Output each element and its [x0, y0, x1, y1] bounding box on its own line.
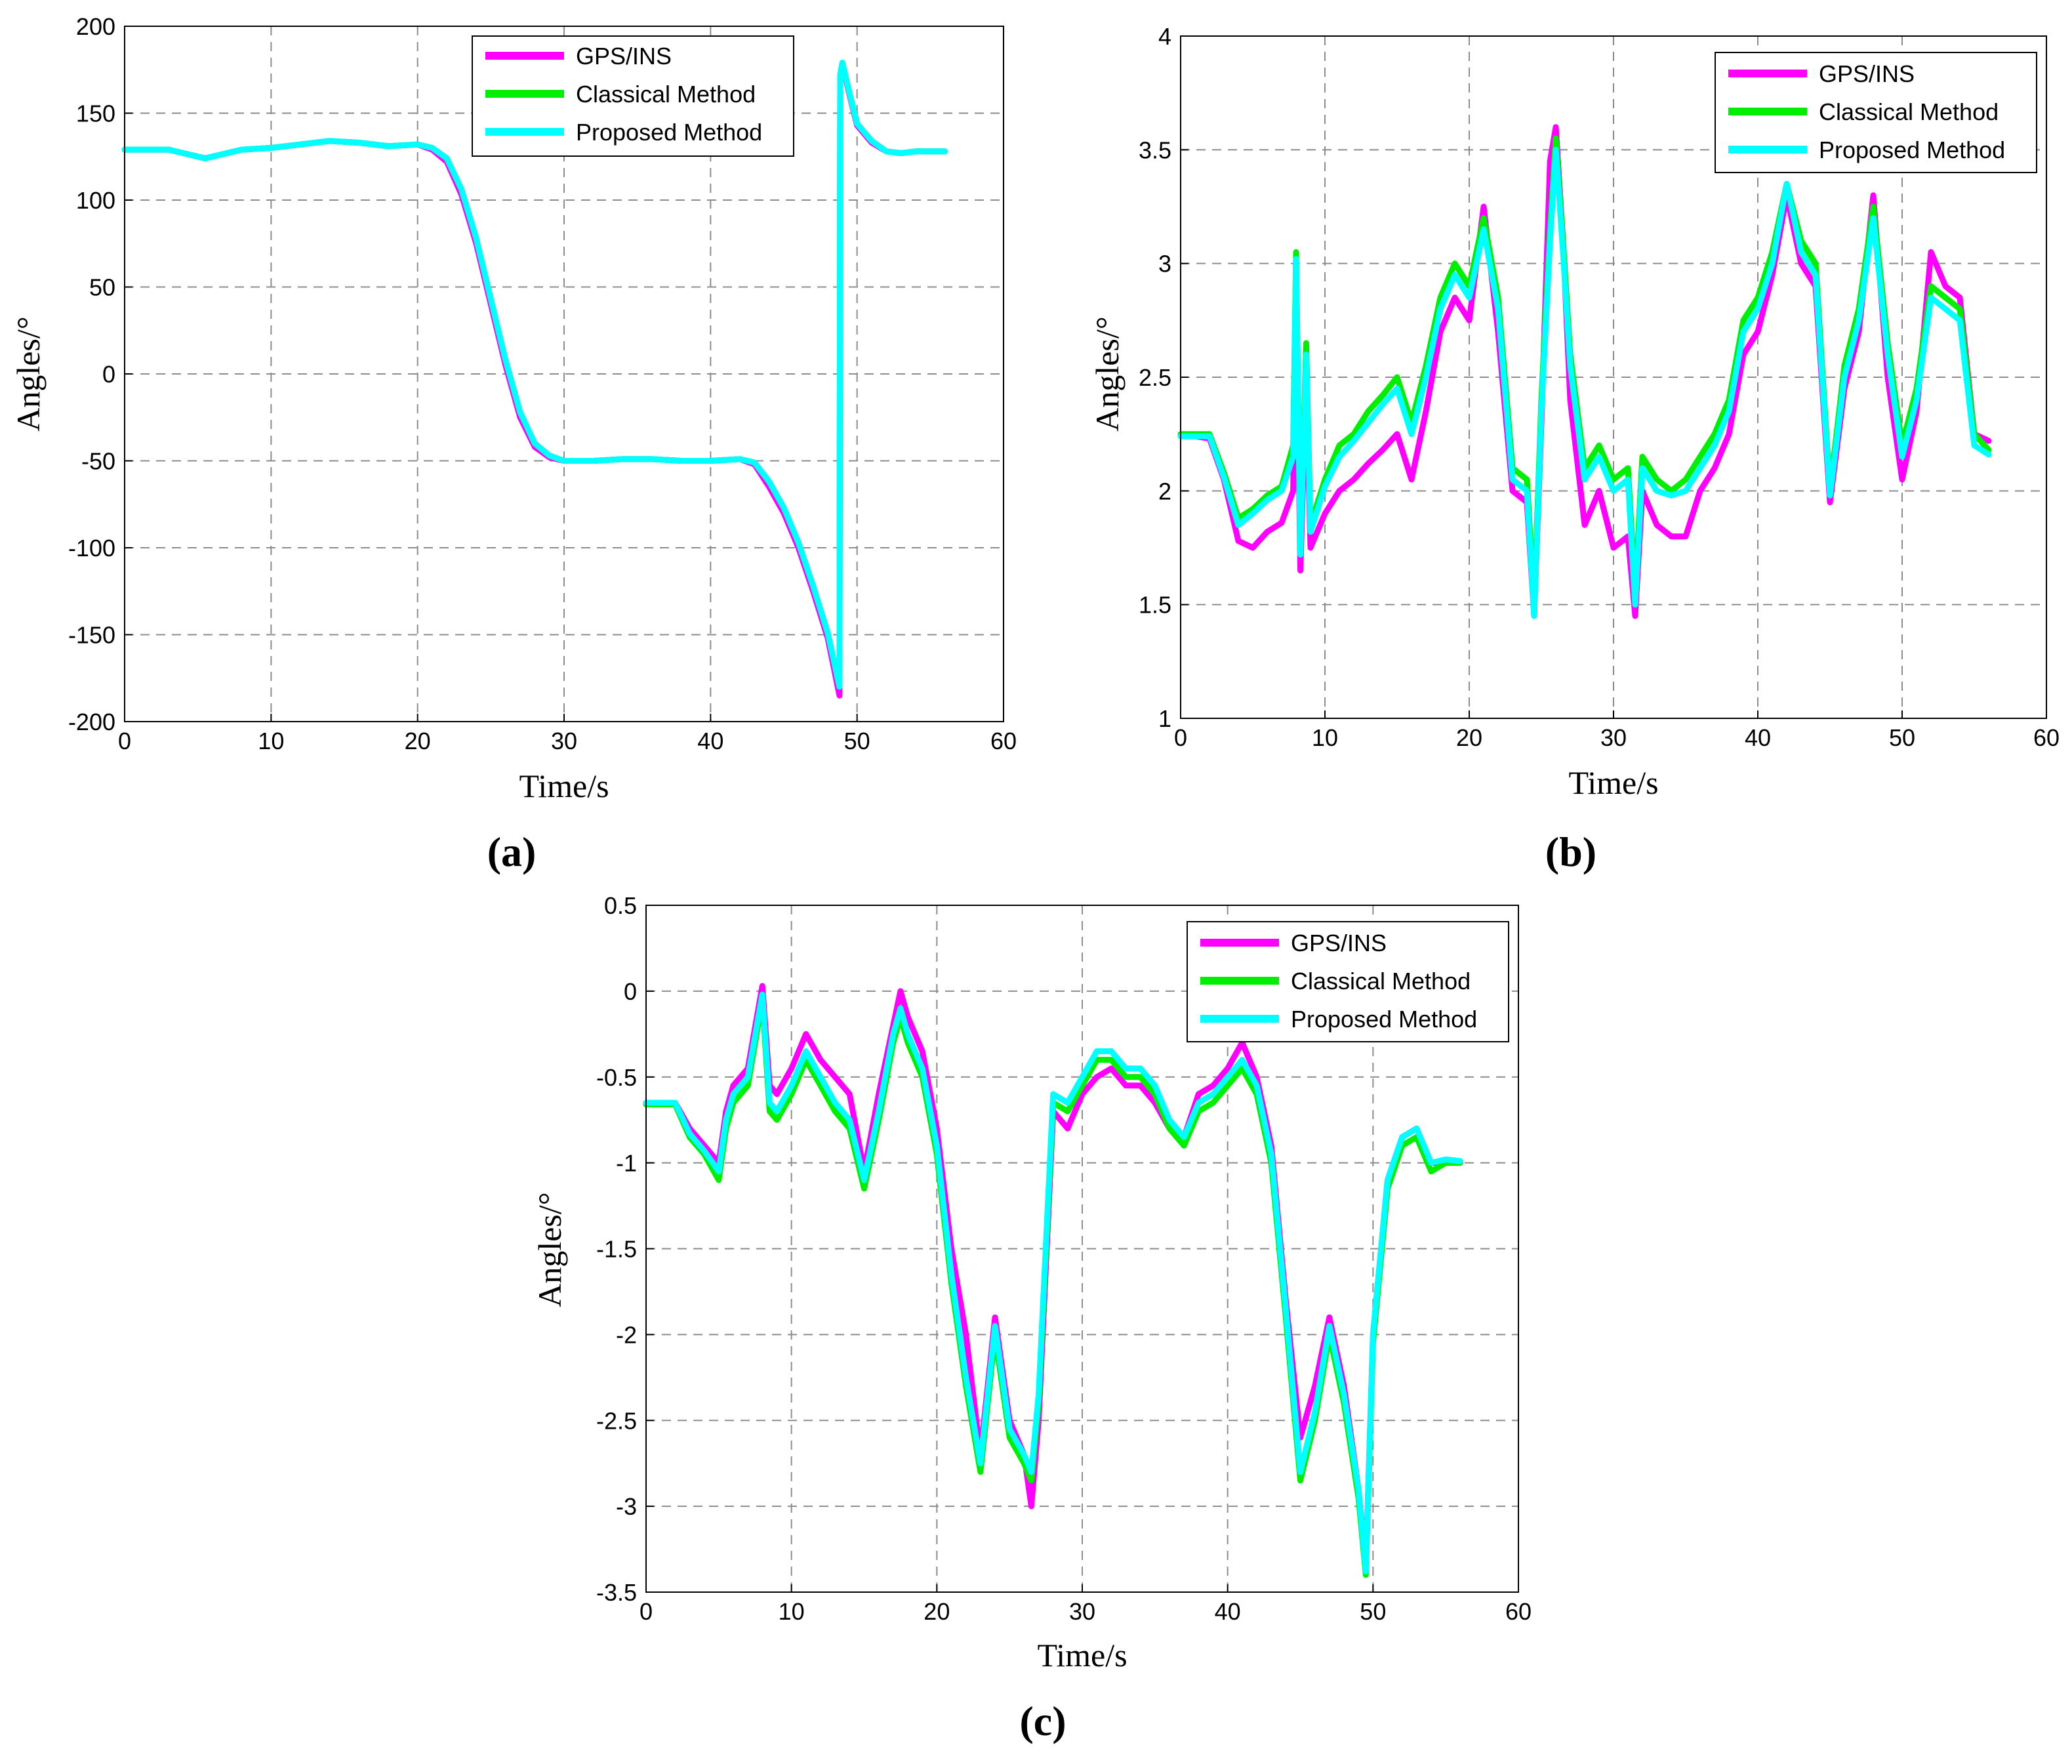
y-tick-label: 200 — [76, 13, 115, 40]
series-group-c — [643, 983, 1463, 1578]
legend-label-gps-c: GPS/INS — [1291, 930, 1387, 956]
y-tick-label: 4 — [1158, 23, 1171, 50]
x-tick-label: 20 — [405, 728, 431, 754]
legend-a: GPS/INS Classical Method Proposed Method — [472, 35, 794, 157]
series-line-proposed-c — [643, 991, 1463, 1575]
y-axis-label-b: Angles/° — [1089, 316, 1126, 432]
y-tick-label: 3 — [1158, 251, 1171, 277]
x-ticks-a: 0 10 20 30 40 50 60 — [118, 714, 1017, 754]
legend-label-proposed-a: Proposed Method — [576, 119, 762, 146]
x-ticks-b: 0 10 20 30 40 50 60 — [1174, 710, 2060, 751]
y-tick-label: -50 — [81, 448, 115, 475]
x-tick-label: 0 — [118, 728, 131, 754]
y-tick-label: -0.5 — [596, 1064, 637, 1091]
chart-panel-a: 0 10 20 30 40 50 60 200 150 100 50 0 -50 -100 -150 -20… — [10, 13, 1017, 875]
x-tick-label: 20 — [924, 1598, 950, 1625]
series-group-a — [121, 60, 948, 699]
chart-panel-b: 0 10 20 30 40 50 60 4 3.5 3 2.5 2 1.5 1 Time/s Angle… — [1089, 23, 2060, 875]
y-tick-label: -3 — [616, 1493, 637, 1520]
y-axis-label-a: Angles/° — [10, 316, 47, 432]
y-tick-label: -150 — [68, 622, 115, 649]
y-tick-label: 50 — [89, 274, 115, 301]
series-group-b — [1177, 124, 1992, 619]
legend-label-gps-b: GPS/INS — [1819, 60, 1915, 87]
legend-label-proposed-c: Proposed Method — [1291, 1006, 1477, 1033]
panel-label-a: (a) — [487, 829, 537, 875]
chart-panel-c: 0 10 20 30 40 50 60 0.5 0 -0.5 -1 -1.5 -2 -2.5 -3 -3.5… — [531, 892, 1532, 1744]
y-tick-label: -100 — [68, 535, 115, 562]
x-axis-label-b: Time/s — [1568, 764, 1658, 801]
y-ticks-b: 4 3.5 3 2.5 2 1.5 1 — [1139, 23, 1188, 732]
x-tick-label: 40 — [697, 728, 723, 754]
x-tick-label: 50 — [844, 728, 870, 754]
legend-label-gps-a: GPS/INS — [576, 43, 672, 70]
y-tick-label: -1 — [616, 1150, 637, 1177]
x-tick-label: 10 — [258, 728, 284, 754]
legend-label-classical-a: Classical Method — [576, 81, 756, 108]
legend-b: GPS/INS Classical Method Proposed Method — [1715, 52, 2037, 173]
y-tick-label: -1.5 — [596, 1236, 637, 1263]
series-line-proposed-a — [121, 60, 948, 690]
x-ticks-c: 0 10 20 30 40 50 60 — [640, 1584, 1532, 1625]
x-axis-label-c: Time/s — [1037, 1637, 1127, 1673]
x-axis-label-a: Time/s — [519, 768, 609, 804]
panel-label-b: (b) — [1545, 829, 1596, 875]
y-tick-label: 0.5 — [604, 892, 637, 919]
y-tick-label: -200 — [68, 708, 115, 735]
x-tick-label: 0 — [1174, 724, 1187, 751]
legend-label-classical-b: Classical Method — [1819, 98, 1999, 125]
y-ticks-c: 0.5 0 -0.5 -1 -1.5 -2 -2.5 -3 -3.5 — [596, 892, 654, 1606]
x-tick-label: 20 — [1456, 724, 1482, 751]
legend-label-proposed-b: Proposed Method — [1819, 136, 2005, 163]
x-tick-label: 30 — [1069, 1598, 1095, 1625]
x-tick-label: 60 — [1505, 1598, 1532, 1625]
panel-label-c: (c) — [1019, 1698, 1066, 1744]
x-tick-label: 60 — [990, 728, 1017, 754]
x-tick-label: 10 — [779, 1598, 805, 1625]
x-tick-label: 30 — [551, 728, 577, 754]
legend-c: GPS/INS Classical Method Proposed Method — [1187, 921, 1509, 1042]
x-tick-label: 50 — [1889, 724, 1915, 751]
y-tick-label: 1 — [1158, 705, 1171, 732]
y-tick-label: 0 — [624, 978, 637, 1005]
x-tick-label: 40 — [1215, 1598, 1241, 1625]
x-tick-label: 50 — [1360, 1598, 1386, 1625]
y-ticks-a: 200 150 100 50 0 -50 -100 -150 -200 — [68, 13, 132, 735]
y-tick-label: -3.5 — [596, 1579, 637, 1606]
series-line-proposed-b — [1177, 146, 1992, 619]
x-tick-label: 60 — [2033, 724, 2060, 751]
y-tick-label: 2 — [1158, 478, 1171, 504]
y-axis-label-c: Angles/° — [531, 1192, 568, 1307]
x-tick-label: 10 — [1312, 724, 1338, 751]
y-tick-label: 0 — [102, 361, 115, 388]
x-tick-label: 40 — [1745, 724, 1771, 751]
y-tick-label: 100 — [76, 187, 115, 214]
legend-label-classical-c: Classical Method — [1291, 968, 1471, 995]
y-tick-label: 3.5 — [1139, 136, 1171, 163]
y-tick-label: 2.5 — [1139, 364, 1171, 391]
x-tick-label: 0 — [640, 1598, 653, 1625]
y-tick-label: 150 — [76, 100, 115, 127]
y-tick-label: 1.5 — [1139, 592, 1171, 619]
x-tick-label: 30 — [1600, 724, 1627, 751]
y-tick-label: -2 — [616, 1321, 637, 1348]
y-tick-label: -2.5 — [596, 1407, 637, 1434]
